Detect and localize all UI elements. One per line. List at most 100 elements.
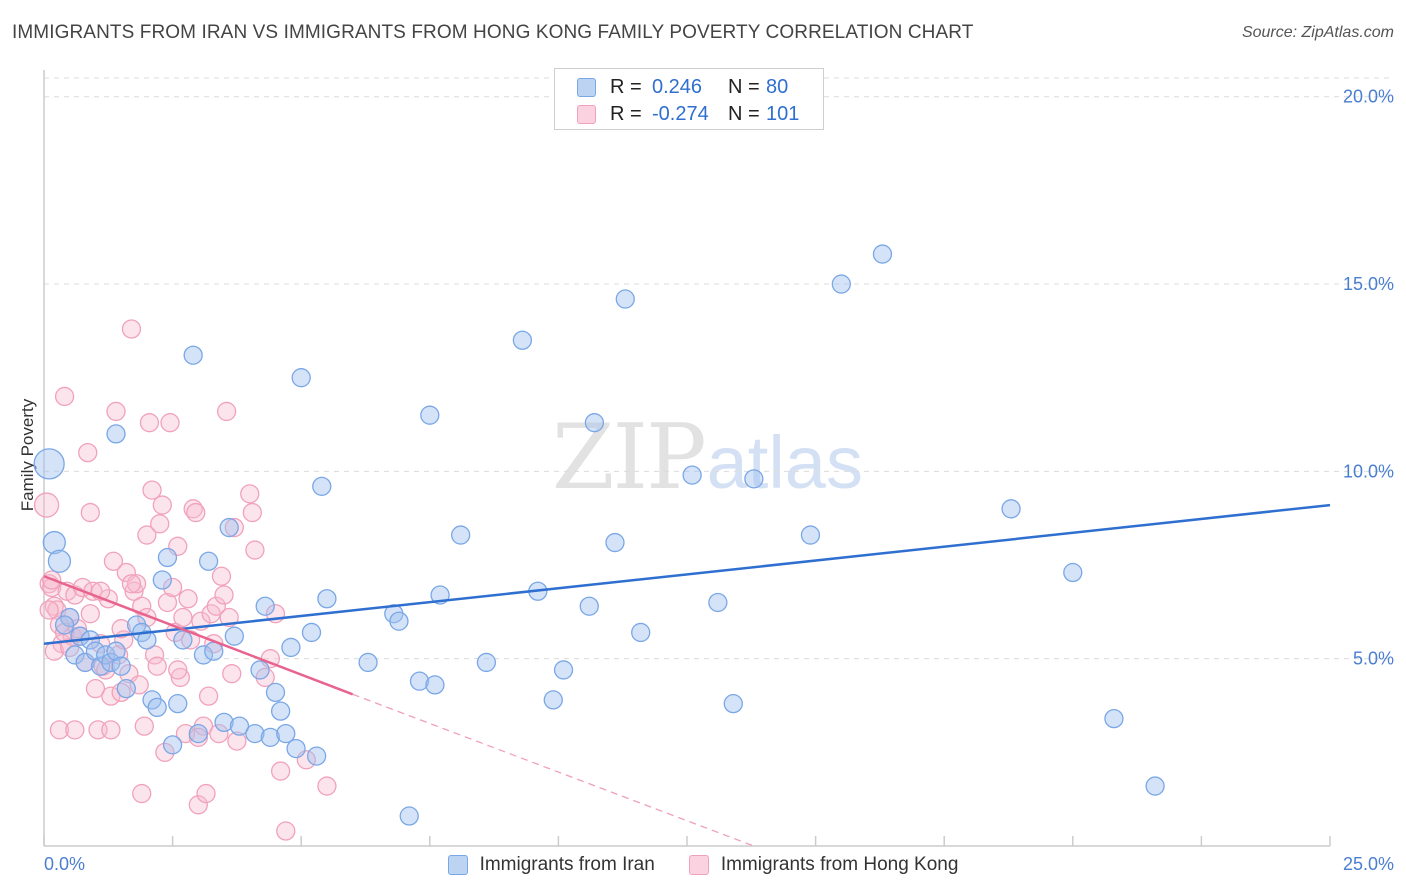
stats-swatch-hong-kong <box>577 104 596 124</box>
hong-kong-point <box>39 600 59 620</box>
iran-point <box>250 660 270 680</box>
iran-point <box>317 589 337 609</box>
stats-r-label: R = <box>610 75 642 98</box>
iran-point <box>260 727 280 748</box>
hong-kong-point <box>170 667 190 688</box>
y-tick-label: 15.0% <box>1343 274 1394 294</box>
iran-point <box>584 413 605 433</box>
stats-r-label: R = <box>610 102 642 125</box>
iran-point <box>65 645 85 665</box>
hong-kong-point <box>103 551 124 571</box>
legend-item-iran[interactable]: Immigrants from Iran <box>447 854 655 876</box>
iran-point <box>270 701 291 721</box>
legend-label-hong-kong: Immigrants from Hong Kong <box>720 854 959 875</box>
iran-point <box>420 405 440 425</box>
iran-point <box>358 652 378 673</box>
iran-point <box>54 615 75 635</box>
iran-point <box>162 735 183 755</box>
hong-kong-point <box>54 386 75 407</box>
iran-point <box>183 345 203 365</box>
hong-kong-point <box>106 401 126 422</box>
hong-kong-point <box>162 577 183 598</box>
iran-point <box>1104 708 1124 729</box>
legend-item-hong-kong[interactable]: Immigrants from Hong Kong <box>688 854 959 876</box>
hong-kong-point <box>80 604 100 624</box>
iran-point <box>224 626 244 646</box>
iran-point <box>553 660 574 680</box>
iran-point <box>723 693 743 714</box>
iran-point <box>872 244 893 264</box>
iran-point <box>188 723 208 744</box>
hong-kong-point <box>160 413 180 433</box>
hong-kong-point <box>214 585 234 605</box>
hong-kong-point <box>173 607 193 628</box>
hong-kong-point <box>180 630 201 650</box>
iran-point <box>306 746 327 766</box>
iran-point <box>708 592 728 613</box>
iran-point <box>512 330 533 350</box>
chart-title: IMMIGRANTS FROM IRAN VS IMMIGRANTS FROM … <box>12 22 974 43</box>
hong-kong-point <box>276 821 296 841</box>
hong-kong-point <box>206 596 226 616</box>
hong-kong-point <box>242 502 262 523</box>
hong-kong-point <box>219 607 239 628</box>
hong-kong-point <box>211 566 232 586</box>
stats-box: R = 0.246 N = 80 R = -0.274 N = 101 <box>554 68 824 130</box>
hong-kong-point <box>144 645 165 665</box>
hong-kong-point <box>111 682 131 703</box>
hong-kong-point <box>227 731 247 751</box>
hong-kong-point <box>121 319 142 339</box>
iran-point <box>90 656 111 676</box>
iran-point <box>152 570 172 590</box>
hong-kong-point <box>124 581 144 601</box>
stats-n-label: N = <box>728 75 760 98</box>
hong-kong-point <box>147 656 167 676</box>
iran-point <box>85 641 106 661</box>
iran-point <box>47 549 72 573</box>
iran-point <box>106 424 126 444</box>
iran-point <box>265 682 286 703</box>
stats-r-value: 0.246 <box>652 75 703 98</box>
trend-layer <box>43 503 1331 847</box>
iran-point <box>476 652 497 673</box>
chart-source: Source: ZipAtlas.com <box>1241 24 1394 41</box>
iran-point <box>245 723 265 744</box>
iran-point <box>219 517 239 538</box>
axis-layer <box>43 70 1331 847</box>
iran-point <box>399 806 419 826</box>
iran-point <box>291 368 311 388</box>
iran-point <box>615 289 635 309</box>
hong-kong-point <box>216 401 237 422</box>
hong-kong-point <box>85 679 106 699</box>
hong-kong-point <box>80 502 100 523</box>
iran-point <box>106 641 126 661</box>
iran-point <box>255 596 275 616</box>
hong-kong-point <box>209 723 229 744</box>
y-tick-label: 20.0% <box>1343 87 1394 107</box>
stats-n-label: N = <box>728 102 760 125</box>
iran-point <box>800 525 821 545</box>
iran-point <box>147 697 167 718</box>
iran-point <box>229 716 250 736</box>
hong-kong-point <box>101 686 121 706</box>
hong-kong-point <box>132 783 152 804</box>
hong-kong-point <box>245 540 265 560</box>
points-layer <box>33 244 1165 841</box>
hong-kong-point <box>168 660 188 680</box>
hong-kong-point <box>139 413 160 433</box>
iran-point <box>111 656 131 676</box>
stats-n-value: 80 <box>766 75 789 98</box>
iran-point <box>33 448 65 480</box>
stats-swatch-iran <box>577 77 596 97</box>
hong-kong-point <box>134 716 154 736</box>
iran-point <box>1063 562 1083 583</box>
hong-kong-point <box>155 742 175 762</box>
legend-swatch-hong-kong <box>688 855 709 875</box>
hong-kong-point <box>33 492 60 518</box>
y-tick-label: 5.0% <box>1353 649 1394 669</box>
iran-point <box>831 274 851 294</box>
iran-point <box>198 551 219 571</box>
stats-r-value: -0.274 <box>652 102 709 125</box>
stats-row-iran: R = 0.246 N = 80 <box>577 73 788 101</box>
